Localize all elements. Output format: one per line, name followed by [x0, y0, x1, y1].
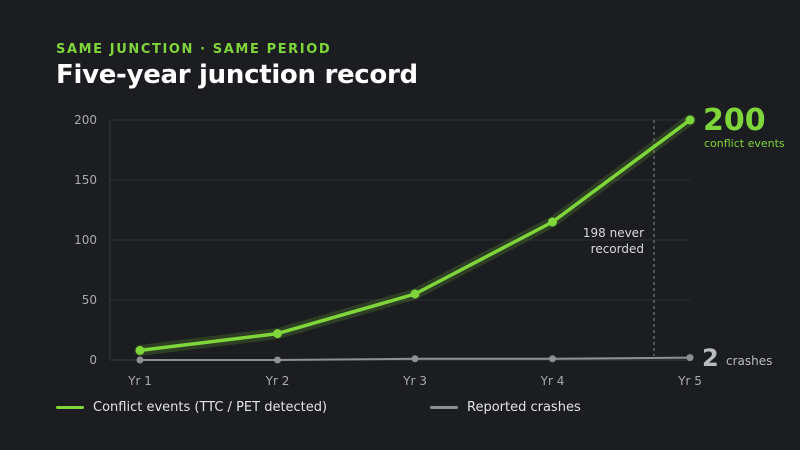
- end-label-crashes-caption: crashes: [726, 354, 772, 368]
- gridlines: [110, 119, 690, 301]
- data-point-crashes: [549, 355, 556, 363]
- x-tick-label: Yr 4: [540, 374, 565, 388]
- legend-item-conflict: Conflict events (TTC / PET detected): [56, 400, 430, 415]
- y-tick-label-150: 150: [74, 173, 97, 187]
- data-point-crashes: [274, 356, 281, 364]
- x-tick-label: Yr 5: [677, 374, 702, 388]
- legend: Conflict events (TTC / PET detected) Rep…: [56, 400, 581, 415]
- x-tick-label: Yr 2: [265, 374, 290, 388]
- data-point-conflict: [548, 217, 557, 227]
- end-label-conflict-value: 200: [703, 103, 766, 138]
- end-label-conflict-caption: conflict events: [704, 137, 785, 150]
- y-tick-label-200: 200: [74, 113, 97, 127]
- data-point-crashes: [411, 355, 419, 363]
- annotation-line: recorded: [591, 242, 644, 256]
- y-tick-label-50: 50: [82, 293, 97, 307]
- chart-eyebrow: SAME JUNCTION · SAME PERIOD: [56, 42, 332, 57]
- annotation-line: 198 never: [583, 226, 644, 240]
- y-tick-label-100: 100: [74, 233, 97, 247]
- legend-swatch-crashes: [430, 406, 458, 409]
- data-point-conflict: [135, 345, 145, 355]
- data-point-conflict: [685, 115, 695, 125]
- legend-label-crashes: Reported crashes: [467, 400, 581, 415]
- legend-swatch-conflict: [56, 406, 84, 409]
- data-point-conflict: [410, 289, 420, 299]
- y-axis-ticks: 0 50 100 150 200: [74, 113, 97, 367]
- data-point-conflict: [273, 329, 282, 339]
- series-layer: [134, 114, 696, 364]
- gap-annotation: 198 never recorded: [583, 226, 644, 256]
- y-tick-label-0: 0: [89, 353, 97, 367]
- chart-title: Five-year junction record: [56, 60, 418, 90]
- x-tick-label: Yr 1: [127, 374, 152, 388]
- legend-label-conflict: Conflict events (TTC / PET detected): [93, 400, 328, 415]
- x-tick-label: Yr 3: [402, 374, 427, 388]
- x-axis-ticks: Yr 1 Yr 2 Yr 3 Yr 4 Yr 5: [127, 374, 702, 388]
- data-point-crashes: [686, 354, 694, 362]
- legend-item-crashes: Reported crashes: [430, 400, 581, 415]
- end-label-crashes-value: 2: [702, 344, 719, 372]
- data-point-crashes: [136, 356, 144, 364]
